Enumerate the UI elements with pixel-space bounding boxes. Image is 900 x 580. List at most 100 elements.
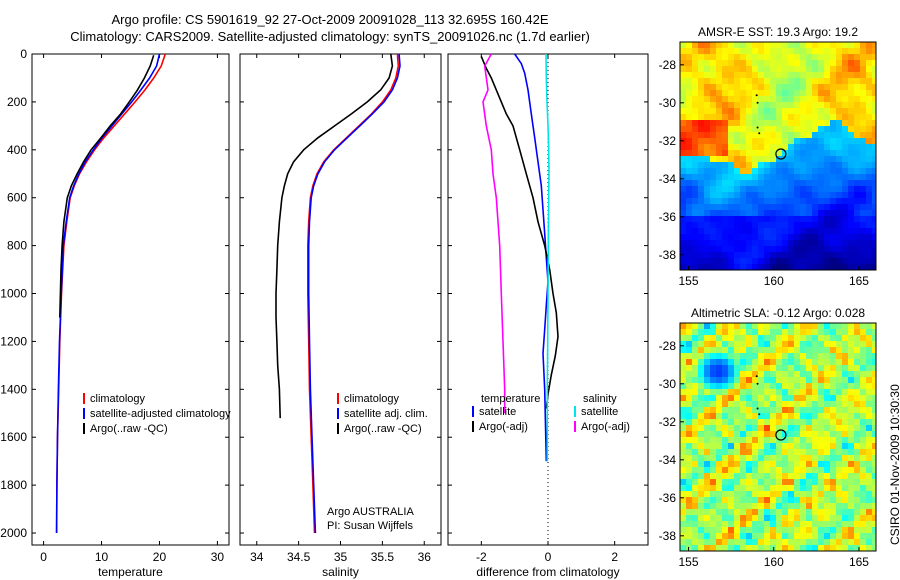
map-cell [848,192,855,199]
map-cell [680,48,687,55]
map-cell [776,84,783,91]
map-cell [794,365,801,372]
map-cell [740,323,747,330]
map-cell [812,48,819,55]
map-cell [752,186,759,193]
map-cell [698,419,705,426]
map-cell [704,78,711,85]
map-cell [800,210,807,217]
map-cell [686,222,693,229]
map-cell [740,60,747,67]
map-cell [800,443,807,450]
map-cell [764,162,771,169]
map-cell [716,539,723,546]
map-cell [746,413,753,420]
map-y-tick-label: -34 [659,172,677,186]
map-cell [764,174,771,181]
map-cell [818,186,825,193]
map-cell [800,42,807,49]
map-cell [872,138,877,145]
map-cell [812,479,819,486]
map-cell [740,162,747,169]
map-cell [806,180,813,187]
map-cell [728,389,735,396]
map-cell [704,413,711,420]
map-cell [866,443,873,450]
map-cell [866,78,873,85]
map-cell [716,42,723,49]
map-cell [866,228,873,235]
map-cell [788,252,795,259]
map-cell [770,365,777,372]
map-cell [686,329,693,336]
map-cell [692,132,699,139]
map-cell [698,545,705,552]
map-cell [860,66,867,73]
map-cell [806,461,813,468]
map-cell [830,335,837,342]
map-cell [812,126,819,133]
map-cell [836,413,843,420]
map-cell [818,365,825,372]
map-cell [836,497,843,504]
map-cell [860,126,867,133]
map-cell [758,413,765,420]
map-cell [800,365,807,372]
map-cell [812,234,819,241]
map-cell [854,473,861,480]
map-cell [842,174,849,181]
map-cell [734,84,741,91]
map-cell [854,144,861,151]
map-cell [680,240,687,247]
map-cell [686,204,693,211]
map-cell [746,449,753,456]
map-cell [866,60,873,67]
map-cell [788,407,795,414]
map-cell [800,84,807,91]
map-cell [746,162,753,169]
map-cell [704,449,711,456]
map-cell [722,258,729,265]
map-cell [800,353,807,360]
map-cell [740,443,747,450]
map-cell [740,527,747,534]
map-cell [824,180,831,187]
map-cell [746,204,753,211]
map-cell [686,174,693,181]
map-cell [842,503,849,510]
map-cell [740,353,747,360]
map-cell [872,246,877,253]
map-cell [818,383,825,390]
map-cell [770,240,777,247]
map-cell [836,180,843,187]
map-cell [752,413,759,420]
map-cell [692,323,699,330]
map-cell [842,395,849,402]
map-cell [746,533,753,540]
map-cell [710,413,717,420]
map-cell [806,467,813,474]
map-cell [716,174,723,181]
map-cell [710,78,717,85]
map-cell [686,485,693,492]
map-cell [728,240,735,247]
map-cell [680,377,687,384]
map-cell [740,138,747,145]
map-cell [812,78,819,85]
map-cell [866,533,873,540]
map-cell [758,503,765,510]
map-cell [830,168,837,175]
map-cell [800,395,807,402]
map-cell [728,341,735,348]
map-cell [776,419,783,426]
map-cell [752,515,759,522]
map-cell [776,353,783,360]
map-cell [824,228,831,235]
map-cell [776,371,783,378]
map-cell [794,413,801,420]
map-cell [824,144,831,151]
map-cell [692,42,699,49]
map-cell [830,222,837,229]
map-cell [728,96,735,103]
map-cell [692,497,699,504]
